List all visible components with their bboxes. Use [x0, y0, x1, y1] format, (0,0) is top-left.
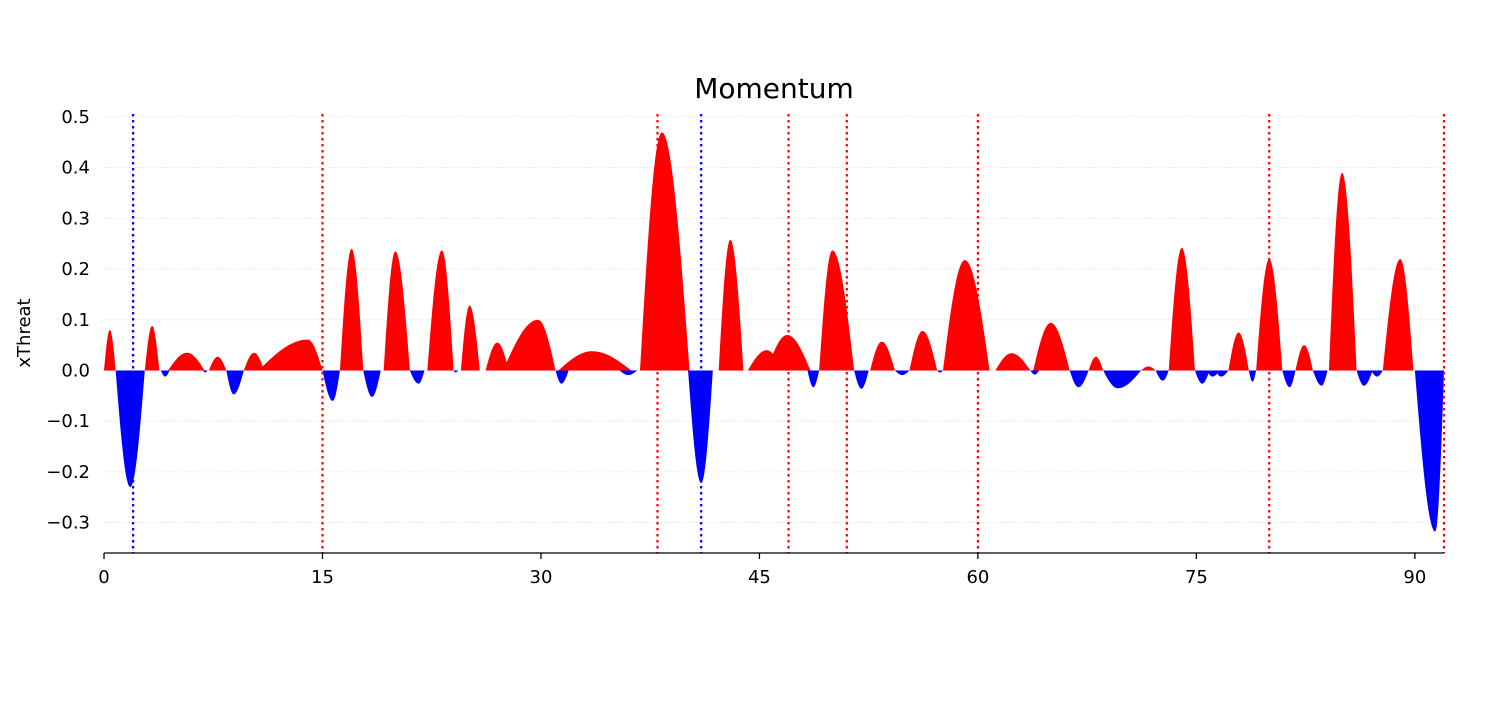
x-tick-label: 90	[1403, 567, 1426, 588]
positive-area	[208, 356, 227, 371]
negative-area	[1103, 370, 1142, 389]
negative-area	[619, 370, 638, 376]
chart-title: Momentum	[694, 72, 854, 105]
x-tick-label: 30	[530, 567, 553, 588]
x-tick-label: 45	[748, 567, 771, 588]
negative-area	[409, 370, 425, 384]
negative-area	[1282, 370, 1296, 388]
positive-area	[1328, 172, 1357, 371]
negative-area	[555, 370, 569, 384]
negative-area	[1414, 370, 1444, 532]
y-axis-label: xThreat	[14, 298, 35, 367]
y-tick-label: 0.4	[61, 158, 90, 179]
negative-area	[363, 370, 381, 397]
positive-area	[168, 352, 205, 371]
y-grid	[104, 116, 1444, 523]
positive-area	[766, 335, 811, 371]
negative-area	[226, 370, 244, 395]
positive-area	[1141, 366, 1156, 371]
positive-area	[1295, 345, 1313, 371]
positive-area	[503, 319, 556, 371]
negative-area	[1248, 370, 1257, 382]
negative-area	[1069, 370, 1089, 388]
positive-area	[258, 339, 323, 371]
positive-area	[718, 239, 744, 371]
positive-area	[104, 329, 116, 371]
y-tick-label: 0.5	[61, 107, 90, 128]
positive-area	[1256, 258, 1283, 371]
positive-area	[1033, 322, 1070, 371]
negative-area	[203, 370, 208, 373]
positive-area	[942, 259, 990, 371]
negative-area	[1215, 370, 1229, 377]
x-tick-label: 15	[311, 567, 334, 588]
negative-area	[160, 370, 170, 377]
x-tick-label: 0	[98, 567, 109, 588]
y-tick-label: 0.0	[61, 360, 90, 381]
y-tick-label: 0.2	[61, 259, 90, 280]
positive-area	[1382, 258, 1414, 371]
positive-area	[909, 330, 938, 371]
y-axis-ticks: −0.3 −0.2 −0.1 0.0 0.1 0.2 0.3 0.4 0.5	[46, 107, 90, 534]
negative-area	[1356, 370, 1373, 386]
y-tick-label: −0.2	[46, 462, 90, 483]
positive-area	[485, 342, 509, 371]
positive-area	[558, 351, 632, 371]
positive-area	[243, 352, 265, 371]
negative-area	[1030, 370, 1040, 375]
negative-area	[453, 370, 458, 373]
positive-area	[1088, 356, 1104, 371]
negative-area	[1312, 370, 1328, 386]
x-tick-label: 75	[1185, 567, 1208, 588]
negative-area	[807, 370, 820, 388]
positive-area	[640, 132, 690, 371]
y-tick-label: 0.1	[61, 310, 90, 331]
positive-area	[460, 305, 480, 371]
negative-area	[854, 370, 869, 389]
negative-area	[937, 370, 943, 373]
negative-area	[322, 370, 340, 401]
negative-area	[115, 370, 145, 488]
event-lines	[132, 114, 1446, 553]
positive-area	[144, 325, 160, 371]
positive-area	[427, 250, 454, 371]
positive-area	[1228, 332, 1249, 371]
negative-area	[1194, 370, 1210, 384]
positive-area	[339, 248, 364, 371]
positive-area	[819, 250, 855, 371]
positive-area	[1168, 247, 1195, 371]
x-axis-ticks: 0 15 30 45 60 75 90	[98, 553, 1426, 588]
x-tick-label: 60	[966, 567, 989, 588]
y-tick-label: −0.3	[46, 513, 90, 534]
positive-area	[995, 353, 1031, 371]
positive-area	[383, 251, 410, 371]
negative-area	[1155, 370, 1169, 381]
momentum-areas	[104, 132, 1444, 532]
y-tick-label: −0.1	[46, 411, 90, 432]
y-tick-label: 0.3	[61, 208, 90, 229]
negative-area	[894, 370, 910, 376]
positive-area	[870, 341, 895, 371]
negative-area	[1371, 370, 1383, 377]
